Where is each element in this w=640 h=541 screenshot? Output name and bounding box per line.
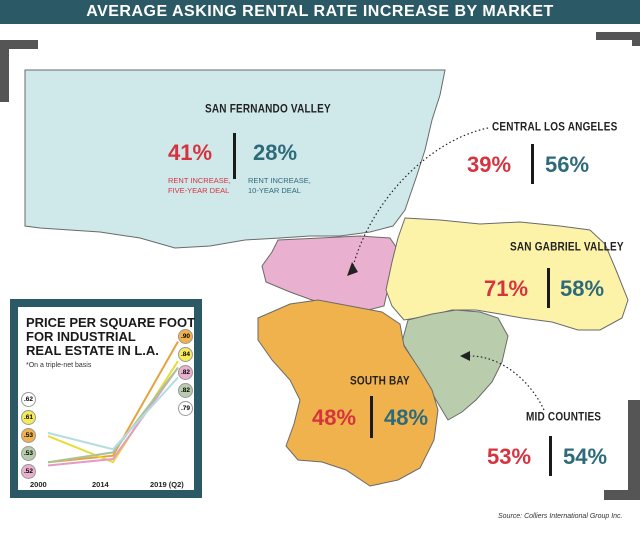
- south-bay-five-year: 48%: [312, 405, 357, 430]
- corner-bracket-bottom-right-horizontal: [604, 490, 640, 500]
- san-fernando-valley-five-year: 41%: [168, 140, 213, 165]
- start-value-badge: .53: [21, 428, 36, 443]
- end-value-badge: .79: [178, 401, 193, 416]
- corner-bracket-top-right-vertical: [632, 32, 640, 46]
- price-line-3: [47, 366, 179, 464]
- price-chart-title-line-3: REAL ESTATE IN L.A.: [26, 343, 159, 358]
- price-chart-note: *On a triple-net basis: [26, 362, 92, 369]
- five-year-legend-label: RENT INCREASE, FIVE-YEAR DEAL: [168, 176, 231, 196]
- price-chart-svg: [47, 341, 179, 467]
- price-chart-title-line-1: PRICE PER SQUARE FOOT: [26, 315, 196, 330]
- mid-counties-five-year: 53%: [487, 444, 532, 469]
- san-gabriel-valley-divider: [547, 268, 550, 308]
- end-value-badge: .82: [178, 365, 193, 380]
- end-value-badge: .90: [178, 329, 193, 344]
- san-fernando-valley-ten-year: 28%: [253, 140, 298, 165]
- start-value-badge: .52: [21, 464, 36, 479]
- region-shape-south-bay: [257, 299, 439, 487]
- region-name-san-gabriel-valley: SAN GABRIEL VALLEY: [510, 241, 624, 254]
- x-label-2014: 2014: [92, 480, 109, 489]
- region-shape-san-gabriel-valley: [385, 217, 629, 331]
- start-value-badge: .61: [21, 410, 36, 425]
- start-value-badge: .62: [21, 392, 36, 407]
- central-los-angeles-five-year: 39%: [467, 152, 512, 177]
- arrow-mid-counties: [467, 355, 545, 411]
- title-bar: AVERAGE ASKING RENTAL RATE INCREASE BY M…: [0, 0, 640, 24]
- price-chart-inner: PRICE PER SQUARE FOOT FOR INDUSTRIAL REA…: [18, 307, 196, 490]
- region-name-south-bay: SOUTH BAY: [350, 375, 410, 388]
- region-name-central-los-angeles: CENTRAL LOS ANGELES: [492, 121, 618, 134]
- corner-bracket-top-left-vertical: [0, 40, 9, 102]
- source-note: Source: Colliers International Group Inc…: [498, 513, 623, 520]
- ten-year-legend-line-1: RENT INCREASE,: [248, 176, 311, 185]
- arrow-head-mid-counties: [460, 351, 470, 361]
- san-gabriel-valley-ten-year: 58%: [560, 276, 605, 301]
- ten-year-legend-line-2: 10-YEAR DEAL: [248, 186, 301, 195]
- x-label-2019: 2019 (Q2): [150, 480, 184, 489]
- mid-counties-divider: [549, 436, 552, 476]
- corner-bracket-top-left: [0, 40, 38, 49]
- ten-year-legend-label: RENT INCREASE, 10-YEAR DEAL: [248, 176, 311, 196]
- price-chart-panel: PRICE PER SQUARE FOOT FOR INDUSTRIAL REA…: [10, 299, 202, 498]
- south-bay-ten-year: 48%: [384, 405, 429, 430]
- central-los-angeles-ten-year: 56%: [545, 152, 590, 177]
- price-line-4: [47, 376, 179, 451]
- region-name-san-fernando-valley: SAN FERNANDO VALLEY: [205, 103, 331, 116]
- start-value-badge: .53: [21, 446, 36, 461]
- x-label-2000: 2000: [30, 480, 47, 489]
- south-bay-divider: [370, 396, 373, 438]
- five-year-legend-line-2: FIVE-YEAR DEAL: [168, 186, 230, 195]
- end-value-badge: .84: [178, 347, 193, 362]
- region-shape-central-los-angeles: [261, 235, 399, 313]
- end-value-badge: .82: [178, 383, 193, 398]
- central-los-angeles-divider: [531, 144, 534, 184]
- price-chart-title-line-2: FOR INDUSTRIAL: [26, 329, 136, 344]
- san-gabriel-valley-five-year: 71%: [484, 276, 529, 301]
- san-fernando-valley-divider: [233, 133, 236, 179]
- mid-counties-ten-year: 54%: [563, 444, 608, 469]
- corner-bracket-bottom-right: [628, 400, 640, 500]
- price-chart-title: PRICE PER SQUARE FOOT FOR INDUSTRIAL REA…: [26, 316, 196, 358]
- price-line-2: [47, 367, 179, 467]
- region-name-mid-counties: MID COUNTIES: [526, 411, 602, 424]
- arrow-head-central-los-angeles: [347, 262, 358, 276]
- corner-bracket-top-right: [596, 32, 640, 40]
- price-line-0: [47, 341, 179, 464]
- five-year-legend-line-1: RENT INCREASE,: [168, 176, 231, 185]
